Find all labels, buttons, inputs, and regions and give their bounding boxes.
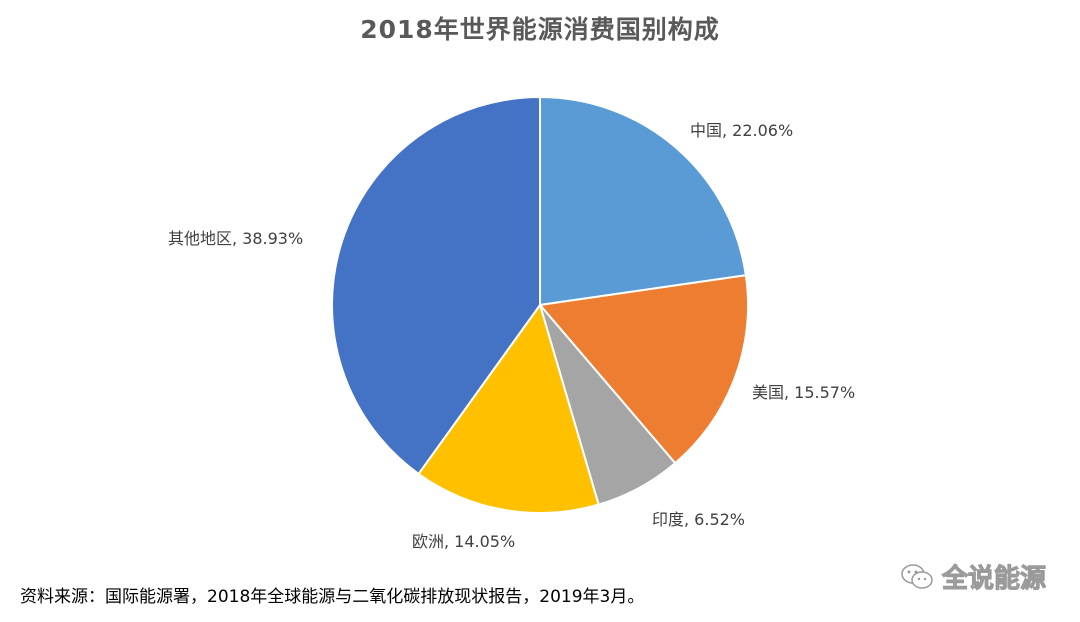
- slice-label-other: 其他地区, 38.93%: [168, 229, 304, 248]
- pie-slices: [331, 95, 749, 514]
- pie-slice-europe: [417, 302, 600, 514]
- pie-slice-usa: [538, 274, 749, 465]
- watermark: 全说能源: [900, 558, 1047, 595]
- wechat-icon: [901, 563, 933, 589]
- source-note: 资料来源：国际能源署，2018年全球能源与二氧化碳排放现状报告，2019年3月。: [20, 587, 645, 607]
- slice-label-china: 中国, 22.06%: [690, 121, 794, 140]
- pie-slice-china: [539, 95, 747, 307]
- slice-label-usa: 美国, 15.57%: [752, 383, 856, 402]
- chart-title: 2018年世界能源消费国别构成: [360, 15, 720, 44]
- pie-slice-other: [331, 95, 541, 476]
- slice-label-india: 印度, 6.52%: [652, 510, 746, 529]
- slice-label-europe: 欧洲, 14.05%: [412, 532, 516, 551]
- watermark-text: 全说能源: [941, 564, 1047, 595]
